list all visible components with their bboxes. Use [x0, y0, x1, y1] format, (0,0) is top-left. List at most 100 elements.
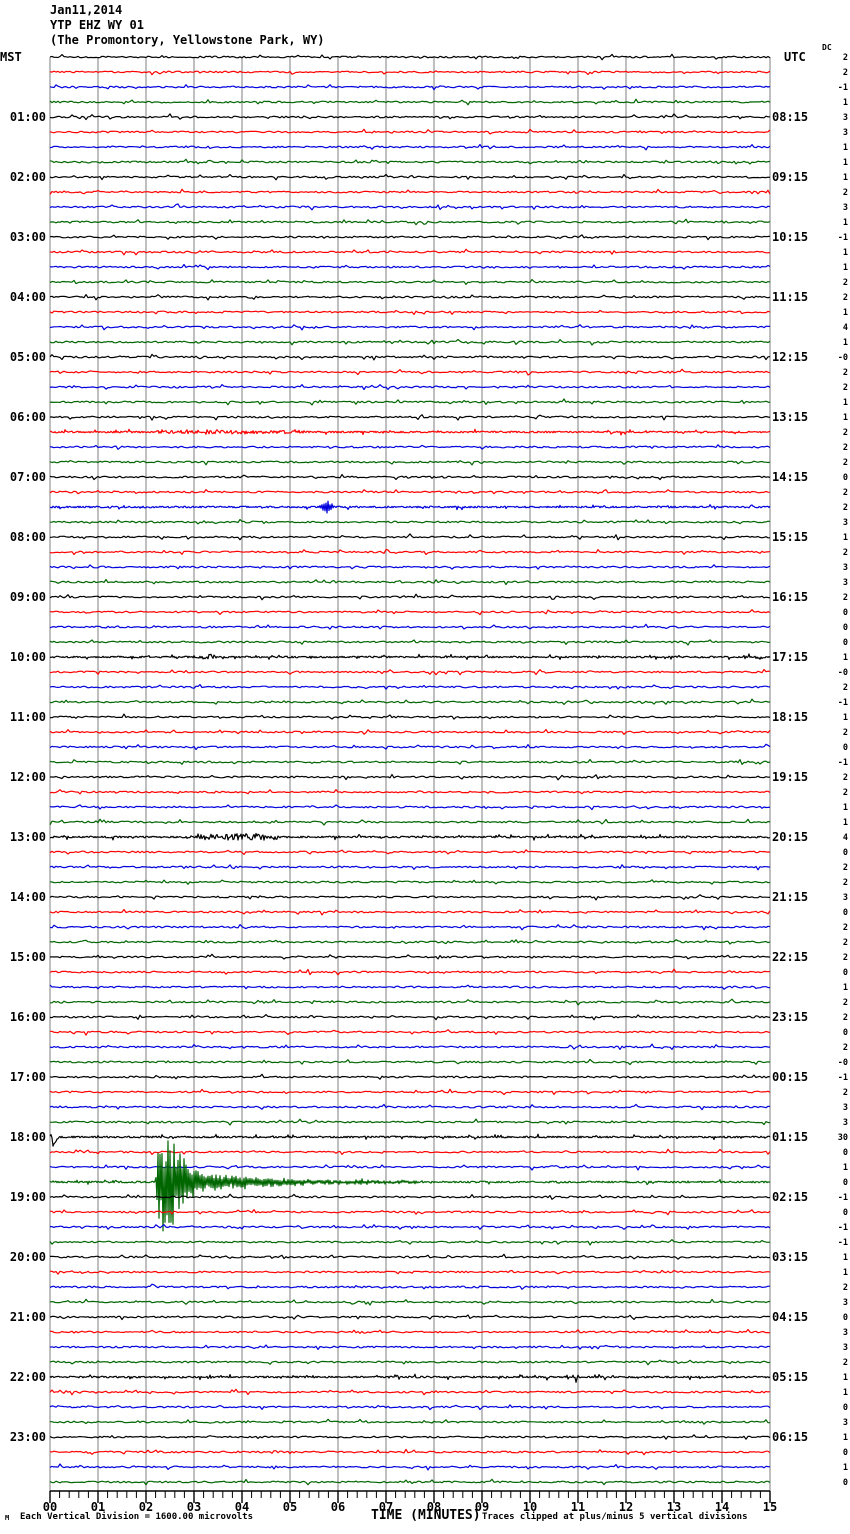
x-tick-label: 15	[762, 1500, 778, 1514]
dc-offset-value: 3	[842, 893, 848, 903]
mst-hour-label: 15:00	[9, 950, 46, 964]
dc-offset-value: 1	[842, 398, 848, 408]
utc-hour-label: 19:15	[772, 770, 809, 784]
x-tick-label: 03	[186, 1500, 202, 1514]
dc-offset-value: 0	[842, 1478, 848, 1488]
utc-hour-label: 10:15	[772, 230, 809, 244]
dc-offset-value: 2	[842, 863, 848, 873]
dc-offset-value: 0	[842, 1148, 848, 1158]
dc-offset-value: 2	[842, 998, 848, 1008]
utc-hour-label: 21:15	[772, 890, 809, 904]
utc-hour-label: 08:15	[772, 110, 809, 124]
dc-offset-value: -1	[837, 233, 848, 243]
dc-offset-value: 1	[842, 983, 848, 993]
mst-hour-label: 01:00	[9, 110, 46, 124]
dc-offset-value: 2	[842, 1013, 848, 1023]
dc-offset-value: 3	[842, 113, 848, 123]
dc-offset-value: 3	[842, 518, 848, 528]
x-tick-label: 01	[90, 1500, 106, 1514]
dc-offset-value: 0	[842, 638, 848, 648]
dc-offset-value: 1	[842, 308, 848, 318]
dc-offset-value: 1	[842, 818, 848, 828]
x-tick-label: 13	[666, 1500, 682, 1514]
dc-offset-value: 2	[842, 548, 848, 558]
x-tick-label: 09	[474, 1500, 490, 1514]
dc-offset-value: 2	[842, 458, 848, 468]
dc-offset-value: -1	[837, 83, 848, 93]
dc-offset-value: 3	[842, 1418, 848, 1428]
x-axis-title: TIME (MINUTES)	[371, 1508, 481, 1523]
utc-hour-label: 23:15	[772, 1010, 809, 1024]
dc-offset-value: 1	[842, 1388, 848, 1398]
dc-offset-value: 1	[842, 533, 848, 543]
dc-offset-value: -1	[837, 758, 848, 768]
mst-hour-label: 13:00	[9, 830, 46, 844]
mst-hour-label: 12:00	[9, 770, 46, 784]
mst-hour-label: 21:00	[9, 1310, 46, 1324]
dc-offset-value: 3	[842, 578, 848, 588]
dc-offset-value: 2	[842, 1088, 848, 1098]
utc-hour-label: 20:15	[772, 830, 809, 844]
utc-hour-label: 06:15	[772, 1430, 809, 1444]
footer-corner-mark: M	[5, 1514, 10, 1522]
dc-offset-value: 1	[842, 653, 848, 663]
dc-offset-value: 0	[842, 1028, 848, 1038]
dc-offset-value: 1	[842, 803, 848, 813]
mst-hour-label: 09:00	[9, 590, 46, 604]
mst-hour-label: 05:00	[9, 350, 46, 364]
dc-offset-value: 0	[842, 1448, 848, 1458]
mst-hour-label: 19:00	[9, 1190, 46, 1204]
dc-offset-value: 2	[842, 728, 848, 738]
dc-offset-value: 2	[842, 938, 848, 948]
dc-offset-value: 3	[842, 128, 848, 138]
x-tick-label: 02	[138, 1500, 154, 1514]
mst-hour-label: 11:00	[9, 710, 46, 724]
left-timezone-label: MST	[0, 50, 22, 64]
dc-offset-value: 2	[842, 1283, 848, 1293]
dc-offset-value: 1	[842, 143, 848, 153]
dc-offset-value: 1	[842, 338, 848, 348]
dc-offset-value: 2	[842, 953, 848, 963]
dc-offset-value: 3	[842, 563, 848, 573]
dc-offset-value: -1	[837, 1193, 848, 1203]
dc-offset-value: 2	[842, 878, 848, 888]
dc-offset-value: 3	[842, 1343, 848, 1353]
utc-hour-label: 01:15	[772, 1130, 809, 1144]
dc-offset-value: 2	[842, 923, 848, 933]
dc-offset-value: 3	[842, 1103, 848, 1113]
dc-offset-value: 0	[842, 1208, 848, 1218]
dc-offset-value: 4	[842, 323, 848, 333]
dc-offset-value: 0	[842, 1403, 848, 1413]
x-tick-label: 12	[618, 1500, 634, 1514]
dc-offset-value: 2	[842, 293, 848, 303]
utc-hour-label: 02:15	[772, 1190, 809, 1204]
mst-hour-label: 14:00	[9, 890, 46, 904]
mst-hour-label: 08:00	[9, 530, 46, 544]
dc-offset-value: -1	[837, 698, 848, 708]
utc-hour-label: 03:15	[772, 1250, 809, 1264]
dc-offset-value: 2	[842, 278, 848, 288]
dc-offset-value: 2	[842, 488, 848, 498]
header-station: YTP EHZ WY 01	[50, 18, 144, 32]
dc-offset-value: 0	[842, 608, 848, 618]
utc-hour-label: 22:15	[772, 950, 809, 964]
dc-offset-value: 3	[842, 203, 848, 213]
dc-offset-value: 1	[842, 248, 848, 258]
utc-hour-label: 13:15	[772, 410, 809, 424]
utc-hour-label: 05:15	[772, 1370, 809, 1384]
dc-offset-value: -0	[837, 353, 848, 363]
utc-hour-label: 11:15	[772, 290, 809, 304]
mst-hour-label: 16:00	[9, 1010, 46, 1024]
utc-hour-label: 16:15	[772, 590, 809, 604]
header-location: (The Promontory, Yellowstone Park, WY)	[50, 33, 325, 47]
dc-offset-value: 30	[837, 1133, 848, 1143]
utc-hour-label: 04:15	[772, 1310, 809, 1324]
x-tick-label: 06	[330, 1500, 346, 1514]
dc-offset-value: 1	[842, 713, 848, 723]
dc-offset-value: 1	[842, 98, 848, 108]
dc-offset-value: -0	[837, 668, 848, 678]
x-tick-label: 11	[570, 1500, 586, 1514]
dc-offset-value: 0	[842, 623, 848, 633]
dc-offset-value: 2	[842, 1043, 848, 1053]
